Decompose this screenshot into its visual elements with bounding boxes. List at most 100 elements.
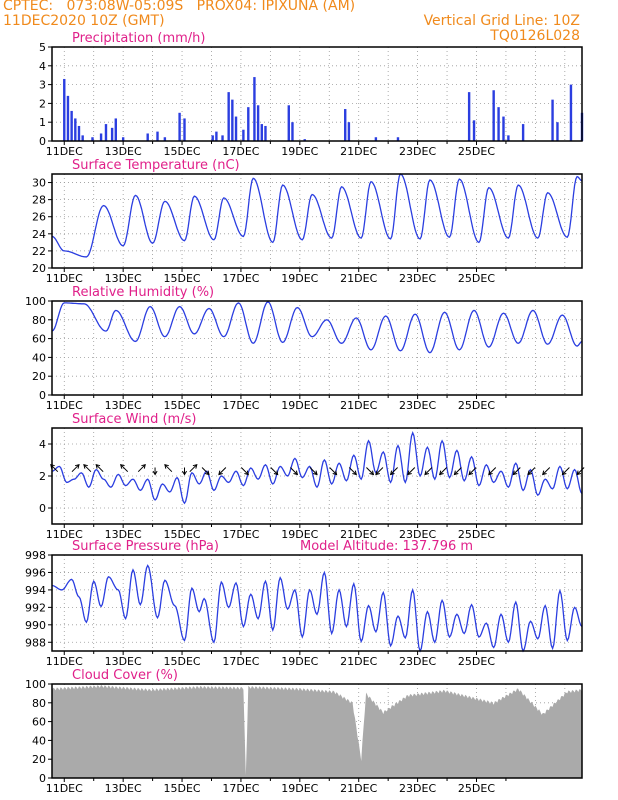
series-line-3 [51,301,583,354]
wind-arrow-head [293,470,299,476]
wind-arrow-head [407,470,412,476]
panel-title: Precipitation (mm/h) [72,31,205,46]
x-tick-label: 21DEC [340,272,377,285]
x-tick-label: 19DEC [281,145,318,158]
precip-bar [260,124,263,141]
wind-arrow-shaft [290,467,298,475]
y-tick-label: 20 [32,370,46,383]
x-tick-label: 19DEC [281,528,318,541]
wind-arrow-head [83,464,88,469]
y-tick-label: 30 [32,177,46,190]
wind-arrow [152,467,158,476]
precip-bar [63,78,66,141]
precip-bar [156,131,159,141]
precip-bar [74,118,77,141]
wind-arrow-shaft [512,467,521,475]
y-tick-label: 60 [32,333,46,346]
wind-arrow-head [152,470,158,476]
wind-arrow [366,467,375,476]
panel-3-frame [51,300,583,396]
y-tick-label: 4 [39,438,46,451]
wind-arrow-shaft [348,467,357,475]
y-tick-label: 0 [39,772,46,785]
wind-arrow-shaft [189,464,198,473]
wind-arrow-shaft [164,464,173,473]
precip-bar [215,131,218,141]
precip-bar [77,125,81,141]
wind-arrow [181,467,188,476]
precip-bar [374,137,378,141]
wind-arrow-head [120,464,125,469]
wind-arrow-head [273,470,279,476]
wind-arrow-shaft [527,467,536,475]
y-tick-label: 2 [39,97,46,110]
precip-bar [556,122,559,141]
x-tick-label: 11DEC [46,528,83,541]
x-tick-label: 19DEC [281,782,318,795]
precip-bar [287,105,290,141]
wind-arrow-head [141,464,146,469]
y-tick-label: 60 [32,716,46,729]
precip-bar [502,116,505,141]
wind-arrow [71,464,80,473]
precip-bar [507,135,510,141]
precip-bar [264,125,267,141]
x-tick-label: 15DEC [163,782,200,795]
x-tick-label: 19DEC [281,399,318,412]
x-tick-label: 11DEC [46,272,83,285]
panel-2-grid: 20 22 24 26 28 30 11DEC 13DEC 15DEC 17DEC 19DEC 21D… [32,174,582,285]
x-tick-label: 23DEC [399,399,436,412]
x-tick-label: 17DEC [222,655,259,668]
wind-arrow-head [204,470,210,476]
precip-bar [344,109,347,141]
y-tick-label: 994 [25,584,46,597]
precip-bar [211,135,214,141]
y-tick-label: 0 [39,502,46,515]
y-tick-label: 26 [32,211,46,224]
panel-6-grid: 0 20 40 60 80 100 11DEC 13DEC 15DEC 17DEC 19DEC 21D… [25,678,582,795]
wind-arrow-head [192,464,198,469]
wind-arrow-shaft [71,464,80,473]
wind-arrow-shaft [468,467,477,475]
x-tick-label: 21DEC [340,145,377,158]
model-code: TQ0126L028 [490,28,580,44]
x-tick-label: 23DEC [399,655,436,668]
wind-arrow-head [424,470,430,476]
wind-arrow [561,467,570,476]
x-tick-label: 11DEC [46,399,83,412]
wind-arrow-shaft [375,467,384,475]
wind-arrow-shaft [218,467,227,475]
x-tick-label: 11DEC [46,145,83,158]
precip-bar [221,135,224,141]
wind-arrow-head [164,464,169,469]
wind-arrow [201,467,210,476]
precip-bar [497,107,500,141]
wind-arrow-shaft [95,464,104,473]
x-tick-label: 25DEC [458,782,495,795]
precip-bar [91,137,94,141]
panel-5-grid: 988 990 992 994 996 998 11DEC 13DEC 15DEC 17DEC 19… [25,549,582,668]
y-tick-label: 80 [32,697,46,710]
panel-4-grid: 0 2 4 11DEC 13DEC 15DEC 17DEC 19DEC 21DEC 23DEC 25… [39,428,582,541]
wind-arrow-head [244,470,249,476]
precip-bar [247,107,250,141]
x-tick-label: 25DEC [458,272,495,285]
panel-title: Surface Temperature (nC) [72,158,240,173]
series-line-2 [51,173,583,258]
panel-3-grid: 0 20 40 60 80 100 11DEC 13DEC 15DEC 17DEC 19DEC 21D… [25,295,582,412]
wind-arrow [348,467,357,476]
x-tick-label: 15DEC [163,145,200,158]
wind-arrow-head [576,470,582,476]
precip-bar [104,124,108,141]
wind-arrow-shaft [562,467,570,475]
wind-arrow [309,467,318,476]
wind-arrow-head [375,470,380,476]
precip-bar [472,120,476,141]
panel-title: Relative Humidity (%) [72,285,214,300]
wind-arrow [439,467,448,476]
wind-arrow-shaft [407,467,416,475]
x-tick-label: 17DEC [222,782,259,795]
wind-arrow [137,464,146,473]
precip-bar [81,135,84,141]
wind-arrow-shaft [454,467,462,475]
